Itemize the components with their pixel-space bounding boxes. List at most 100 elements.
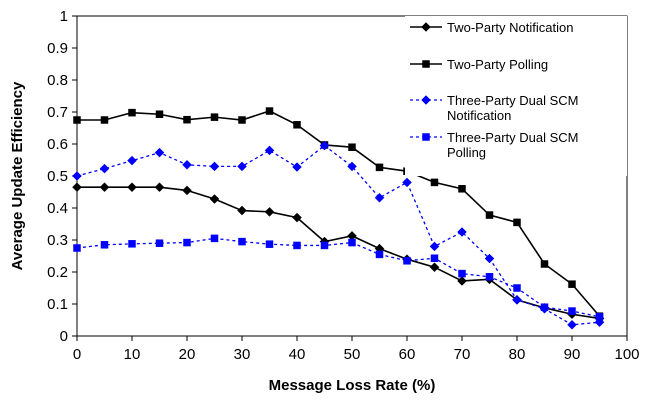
x-tick-label: 80	[509, 346, 526, 363]
data-point	[99, 182, 110, 193]
data-point	[73, 116, 81, 124]
x-tick-label: 0	[73, 346, 81, 363]
data-point	[484, 253, 495, 264]
x-tick-label: 50	[344, 346, 361, 363]
data-point	[210, 113, 219, 121]
y-tick-label: 0.7	[47, 104, 68, 121]
data-point	[512, 294, 522, 305]
legend-marker	[421, 95, 431, 105]
legend-entry: Two-Party Notification	[410, 20, 573, 35]
data-point	[320, 241, 329, 250]
x-tick-label: 30	[234, 346, 251, 363]
x-tick-label: 100	[614, 346, 639, 363]
y-tick-label: 0.6	[47, 136, 68, 153]
legend-label: Three-Party Dual SCM Polling	[447, 130, 578, 160]
data-point	[402, 177, 412, 188]
data-point	[154, 182, 165, 193]
data-point	[430, 254, 439, 262]
data-point	[264, 145, 275, 156]
legend-label: Three-Party Dual SCM Notification	[447, 93, 578, 123]
data-point	[319, 140, 330, 151]
data-point	[513, 218, 521, 227]
data-point	[293, 241, 301, 250]
series-line	[76, 237, 600, 318]
data-point	[73, 244, 81, 252]
x-axis: 0 10 20 30 40 50 60 70 80 90 100	[73, 336, 640, 363]
data-point	[265, 240, 274, 248]
y-tick-label: 1	[60, 8, 68, 25]
data-point	[238, 116, 246, 124]
legend-marker	[422, 60, 430, 68]
data-point	[264, 206, 275, 217]
data-point	[127, 155, 137, 166]
x-tick-label: 90	[564, 346, 581, 363]
data-point	[374, 192, 385, 203]
x-tick-label: 60	[399, 346, 416, 363]
legend-entries: Two-Party Notification Two-Party Polling T…	[410, 20, 578, 160]
data-point	[182, 185, 192, 196]
y-tick-label: 0.2	[47, 264, 68, 281]
data-point	[540, 260, 549, 268]
y-tick-label: 0.4	[47, 200, 68, 217]
data-point	[237, 205, 247, 216]
x-tick-label: 10	[124, 346, 141, 363]
series-line	[77, 110, 601, 317]
data-point	[128, 240, 136, 248]
legend-label: Two-Party Polling	[447, 57, 548, 72]
data-point	[458, 185, 466, 193]
data-point	[347, 161, 357, 172]
legend-frame	[405, 16, 627, 176]
series-line	[77, 186, 600, 320]
data-point	[567, 319, 577, 330]
y-tick-label: 0	[60, 328, 68, 345]
data-point	[458, 269, 466, 278]
legend-marker	[422, 133, 430, 141]
legend-marker	[421, 22, 431, 32]
x-tick-label: 70	[454, 346, 471, 363]
data-point	[429, 262, 440, 273]
data-point	[568, 307, 576, 315]
data-point	[238, 237, 246, 246]
data-point	[540, 303, 549, 311]
y-tick-label: 0.3	[47, 232, 68, 249]
data-point	[429, 241, 440, 252]
y-tick-label: 0.1	[47, 296, 68, 313]
data-point	[292, 212, 302, 223]
legend-entry: Three-Party Dual SCM Notification	[410, 93, 578, 123]
y-axis-title: Average Update Efficiency	[9, 81, 26, 270]
data-point	[375, 163, 384, 172]
data-point	[100, 241, 109, 249]
data-point	[348, 143, 356, 151]
series-line	[76, 144, 600, 326]
y-tick-label: 0.9	[47, 40, 68, 57]
data-point	[209, 161, 220, 172]
data-point	[485, 211, 494, 219]
legend	[405, 16, 627, 176]
data-point	[183, 238, 191, 247]
data-point	[237, 161, 247, 172]
data-point	[457, 227, 467, 237]
data-point	[485, 273, 494, 281]
data-point	[348, 238, 356, 247]
data-point	[72, 171, 82, 181]
data-point	[155, 110, 164, 118]
data-point	[403, 257, 411, 265]
y-tick-label: 0.5	[47, 168, 68, 185]
y-tick-label: 0.8	[47, 72, 68, 89]
data-point	[99, 163, 110, 174]
data-point	[72, 182, 82, 193]
data-point	[568, 280, 576, 288]
series-layer	[72, 107, 605, 330]
legend-entry: Three-Party Dual SCM Polling	[410, 130, 578, 160]
series-4	[73, 234, 604, 321]
legend-label: Two-Party Notification	[447, 20, 573, 35]
data-point	[154, 147, 165, 158]
data-point	[210, 234, 219, 243]
data-point	[293, 121, 301, 129]
series-3	[72, 140, 605, 330]
data-point	[100, 116, 109, 124]
x-axis-title: Message Loss Rate (%)	[269, 377, 436, 394]
data-point	[595, 313, 604, 321]
data-point	[127, 182, 137, 193]
